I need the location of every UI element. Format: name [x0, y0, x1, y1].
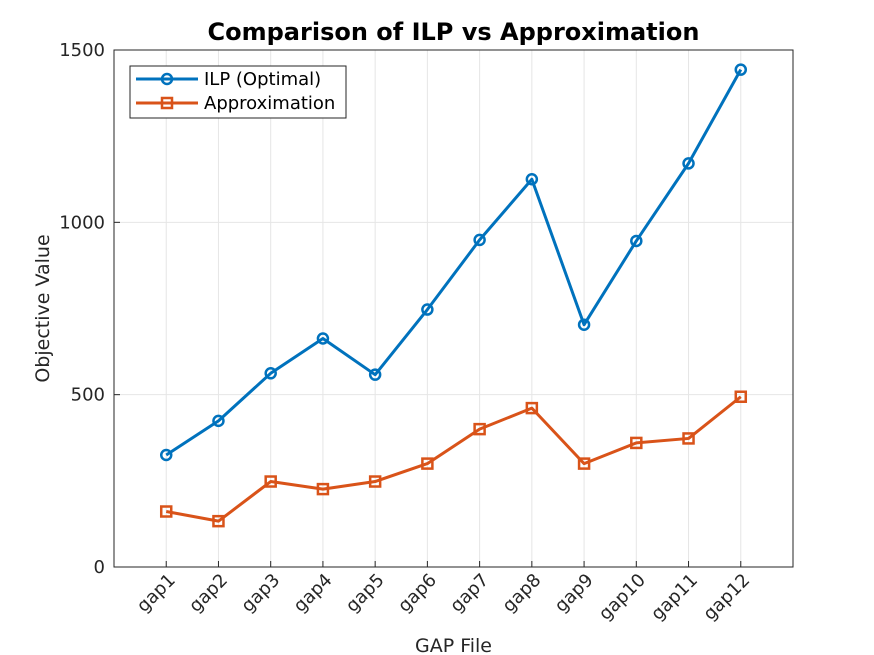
- axes: 0 500 1000 1500 gap1 gap2 gap3 gap4 gap5 gap6 gap7…: [59, 40, 754, 625]
- data-point: [264, 367, 277, 380]
- y-tick-label: 1000: [59, 212, 105, 233]
- y-tick-label: 0: [94, 557, 105, 578]
- data-point: [734, 63, 748, 76]
- plot-area: [113, 49, 794, 568]
- x-tick-label: gap4: [290, 570, 337, 617]
- legend-marker: [160, 72, 174, 86]
- x-tick-label: gap3: [237, 570, 284, 617]
- legend-marker: [160, 96, 174, 110]
- data-point: [368, 475, 382, 488]
- series-1: [159, 63, 748, 462]
- series-layer: [159, 63, 748, 528]
- legend: ILP (Optimal) Approximation: [129, 65, 347, 119]
- series-line: [165, 68, 743, 457]
- x-tick-label: gap10: [595, 570, 650, 625]
- x-tick-label: gap11: [647, 570, 702, 625]
- legend-item: Approximation: [136, 93, 335, 114]
- grid: [114, 49, 793, 568]
- data-point: [473, 233, 486, 247]
- y-axis-label: Objective Value: [32, 234, 54, 382]
- data-point: [525, 173, 539, 186]
- data-point: [316, 482, 330, 496]
- chart-title: Comparison of ILP vs Approximation: [208, 18, 700, 46]
- data-point: [212, 414, 225, 428]
- data-point: [577, 318, 591, 331]
- y-tick-label: 500: [71, 385, 105, 406]
- data-point: [421, 303, 434, 316]
- x-tick-label: gap2: [185, 570, 232, 617]
- data-point: [159, 448, 173, 462]
- x-axis-label: GAP File: [415, 635, 492, 655]
- data-point: [682, 432, 695, 445]
- y-tick-label: 1500: [59, 40, 105, 61]
- x-tick-label: gap12: [699, 570, 754, 625]
- data-point: [630, 436, 643, 450]
- legend-label: ILP (Optimal): [204, 69, 321, 90]
- data-point: [264, 475, 277, 488]
- data-point: [159, 505, 173, 518]
- legend-item: ILP (Optimal): [136, 69, 321, 90]
- x-tick-label: gap6: [394, 570, 441, 617]
- data-point: [316, 332, 330, 345]
- x-tick-label: gap7: [446, 570, 493, 617]
- series-2: [159, 390, 748, 528]
- data-point: [368, 368, 382, 381]
- data-point: [421, 457, 434, 470]
- data-point: [473, 422, 486, 436]
- series-line: [165, 395, 742, 523]
- data-point: [682, 157, 695, 170]
- data-point: [577, 457, 591, 470]
- x-tick-label: gap8: [498, 570, 545, 617]
- data-point: [212, 514, 225, 528]
- data-point: [525, 401, 539, 415]
- x-tick-label: gap5: [342, 570, 389, 617]
- data-point: [734, 390, 748, 403]
- legend-label: Approximation: [204, 93, 335, 114]
- data-point: [630, 234, 643, 248]
- x-tick-label: gap9: [551, 570, 598, 617]
- x-tick-label: gap1: [133, 570, 180, 617]
